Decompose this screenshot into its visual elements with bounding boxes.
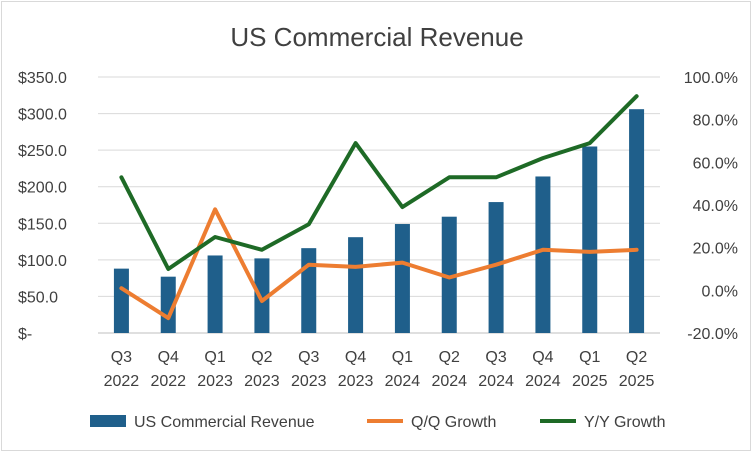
revenue-bar	[160, 276, 176, 333]
x-tick-year: 2023	[291, 373, 327, 390]
x-tick-quarter: Q2	[251, 349, 272, 366]
left-tick-label: $250.0	[18, 143, 67, 160]
legend-label-qq: Q/Q Growth	[411, 414, 496, 431]
gridlines	[98, 76, 660, 334]
left-tick-label: $350.0	[18, 70, 67, 87]
legend-label-yy: Y/Y Growth	[584, 414, 666, 431]
right-tick-label: 20.0%	[693, 241, 738, 258]
right-tick-label: 60.0%	[693, 155, 738, 172]
x-tick-quarter: Q1	[579, 349, 600, 366]
x-tick-year: 2023	[197, 373, 233, 390]
revenue-bar	[113, 268, 129, 333]
revenue-bar	[394, 224, 410, 333]
left-tick-label: $150.0	[18, 216, 67, 233]
x-tick-year: 2022	[150, 373, 186, 390]
revenue-bar	[254, 258, 270, 333]
line-series	[119, 94, 639, 321]
chart-frame: US Commercial Revenue $- $50.0 $100.0 $150.…	[1, 1, 751, 451]
x-tick-quarter: Q1	[204, 349, 225, 366]
x-tick-year: 2024	[385, 373, 421, 390]
revenue-bar	[301, 248, 317, 333]
x-axis: Q3 2022 Q4 2022 Q1 2023 Q2 2023 Q3 2023 Q4 2023 Q1 20…	[104, 349, 655, 390]
x-tick-year: 2024	[431, 373, 467, 390]
chart-title: US Commercial Revenue	[230, 22, 523, 52]
legend-swatch-revenue	[90, 415, 126, 427]
left-tick-label: $50.0	[18, 289, 58, 306]
x-tick-quarter: Q1	[392, 349, 413, 366]
x-tick-quarter: Q4	[158, 349, 179, 366]
revenue-bar	[441, 216, 457, 333]
x-tick-year: 2024	[525, 373, 561, 390]
x-tick-quarter: Q2	[626, 349, 647, 366]
x-tick-quarter: Q4	[532, 349, 553, 366]
x-tick-quarter: Q4	[345, 349, 366, 366]
revenue-bar	[488, 202, 504, 333]
legend: US Commercial Revenue Q/Q Growth Y/Y Growt…	[90, 414, 666, 431]
revenue-bar	[207, 255, 223, 333]
right-tick-label: 0.0%	[702, 283, 738, 300]
left-tick-label: $300.0	[18, 107, 67, 124]
q-q-growth-line	[119, 207, 639, 321]
x-tick-year: 2025	[572, 373, 608, 390]
left-tick-label: $200.0	[18, 180, 67, 197]
left-tick-label: $-	[18, 326, 32, 343]
x-tick-quarter: Q3	[298, 349, 319, 366]
x-tick-year: 2025	[619, 373, 655, 390]
right-tick-label: -20.0%	[687, 326, 738, 343]
left-axis: $- $50.0 $100.0 $150.0 $200.0 $250.0 $300.0 $35…	[18, 70, 67, 343]
right-tick-label: 100.0%	[684, 70, 738, 87]
combo-chart: US Commercial Revenue $- $50.0 $100.0 $150.…	[18, 22, 738, 431]
revenue-bar	[629, 109, 645, 333]
x-tick-quarter: Q2	[439, 349, 460, 366]
revenue-bar	[348, 237, 364, 333]
x-tick-quarter: Q3	[111, 349, 132, 366]
right-axis: -20.0% 0.0% 20.0% 40.0% 60.0% 80.0% 100.0%	[684, 70, 738, 343]
x-tick-year: 2023	[244, 373, 280, 390]
right-tick-label: 80.0%	[693, 113, 738, 130]
right-tick-label: 40.0%	[693, 198, 738, 215]
revenue-bar	[535, 176, 551, 333]
revenue-bar	[582, 146, 598, 333]
x-tick-quarter: Q3	[485, 349, 506, 366]
x-tick-year: 2024	[478, 373, 514, 390]
left-tick-label: $100.0	[18, 253, 67, 270]
legend-label-revenue: US Commercial Revenue	[134, 414, 315, 431]
y-y-growth-line	[119, 94, 639, 271]
x-tick-year: 2022	[104, 373, 140, 390]
bar-series	[113, 109, 645, 333]
x-tick-year: 2023	[338, 373, 374, 390]
